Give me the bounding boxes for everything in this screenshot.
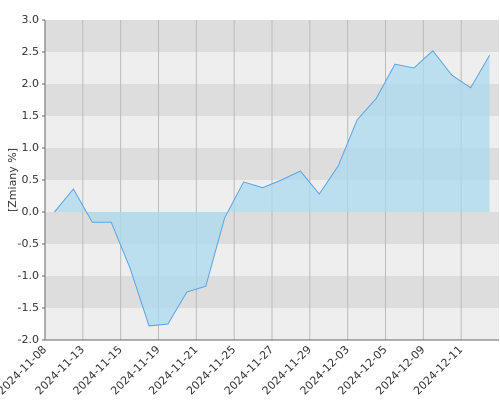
y-tick-label: 2.0 <box>22 77 40 90</box>
y-tick-label: -0.5 <box>18 237 39 250</box>
y-tick-label: 3.0 <box>22 13 40 26</box>
y-tick-label: 0.0 <box>22 205 40 218</box>
area <box>54 50 490 326</box>
y-tick-label: -1.5 <box>18 301 39 314</box>
y-tick-label: 1.5 <box>22 109 40 122</box>
y-axis-label: [Zmiany %] <box>6 148 19 212</box>
y-tick-label: -1.0 <box>18 269 39 282</box>
y-tick-label: 1.0 <box>22 141 40 154</box>
line <box>54 49 490 327</box>
y-tick-label: 2.5 <box>22 45 40 58</box>
y-tick-label: -2.0 <box>18 333 39 346</box>
y-tick-label: 0.5 <box>22 173 40 186</box>
